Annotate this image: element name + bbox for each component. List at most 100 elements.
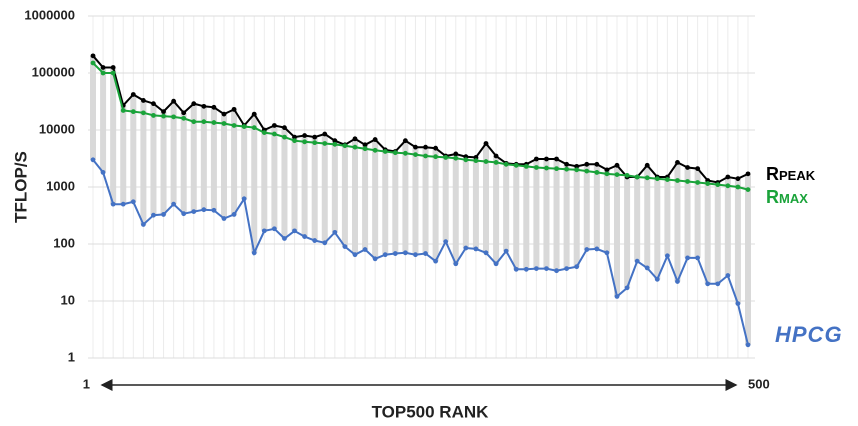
data-point [130, 92, 136, 97]
range-bar [714, 182, 721, 284]
data-point [745, 342, 751, 348]
range-bar [442, 155, 449, 242]
data-point [604, 171, 610, 177]
data-point [493, 261, 499, 267]
range-bar [674, 162, 681, 282]
data-point [745, 171, 751, 177]
data-point [221, 111, 227, 117]
range-bar [624, 176, 631, 288]
data-point [282, 236, 287, 241]
data-point [695, 180, 701, 185]
data-point [574, 264, 580, 270]
data-point [685, 165, 690, 170]
range-bar [634, 176, 641, 262]
data-point [503, 248, 509, 254]
data-point [735, 184, 741, 190]
range-bar [553, 158, 560, 271]
data-point [533, 156, 539, 162]
data-point [735, 301, 741, 307]
data-point [372, 147, 378, 153]
range-bar [372, 139, 379, 259]
data-point [332, 229, 338, 235]
range-bar [210, 107, 217, 211]
data-point [231, 212, 237, 217]
range-bar [271, 125, 278, 229]
y-tick-label: 1000000 [24, 7, 75, 22]
data-point [735, 176, 741, 182]
data-point [725, 183, 731, 189]
data-point [251, 125, 257, 131]
data-point [634, 258, 640, 264]
data-point [644, 265, 650, 271]
range-bar [614, 165, 620, 297]
range-bar [432, 148, 439, 262]
range-bar [331, 140, 338, 233]
data-point [574, 163, 580, 169]
data-point [221, 216, 227, 221]
data-point [473, 246, 479, 252]
y-tick-label: 100000 [32, 64, 75, 79]
data-point [312, 140, 318, 146]
range-bar [583, 164, 590, 250]
data-point [664, 177, 670, 182]
data-point [130, 109, 136, 115]
range-bar [160, 111, 167, 215]
range-bar [603, 169, 610, 253]
data-point [110, 65, 116, 70]
range-bar [533, 158, 540, 269]
data-point [483, 159, 489, 164]
y-axis-label: TFLOP/S [11, 151, 30, 223]
range-bar [503, 163, 510, 252]
range-bar [402, 140, 409, 253]
data-point [433, 258, 439, 264]
data-point [342, 244, 348, 250]
range-bar [261, 130, 268, 231]
data-point [181, 115, 187, 121]
range-bar [745, 173, 751, 345]
range-bar [392, 151, 399, 254]
data-point [523, 266, 529, 272]
x-tick-label: 1 [83, 376, 90, 391]
data-point [332, 138, 338, 144]
data-point [533, 165, 539, 170]
legend-label: Rpeak [766, 164, 816, 184]
range-bar [241, 125, 248, 199]
range-bar [180, 112, 187, 214]
data-point [362, 146, 368, 152]
data-point [584, 247, 590, 252]
data-point [513, 162, 519, 168]
data-point [251, 250, 257, 256]
data-point [564, 161, 570, 167]
data-point [745, 187, 751, 193]
data-point [171, 201, 177, 207]
data-point [413, 144, 418, 150]
data-point [554, 268, 559, 274]
data-point [151, 212, 156, 218]
data-point [292, 228, 297, 234]
data-point [362, 247, 368, 252]
y-tick-label: 1000 [46, 178, 75, 193]
data-point [191, 209, 197, 215]
data-point [715, 281, 721, 287]
data-point [695, 166, 701, 172]
data-point [675, 178, 680, 183]
data-point [705, 181, 711, 186]
range-bar [422, 147, 429, 254]
data-point [664, 253, 670, 259]
data-point [564, 166, 570, 172]
data-point [241, 124, 247, 129]
data-point [433, 154, 439, 160]
range-bar [221, 114, 227, 219]
data-point [261, 130, 267, 136]
data-point [594, 161, 600, 167]
range-bar [251, 114, 258, 253]
data-point [352, 136, 358, 142]
data-point [372, 256, 378, 262]
data-point [271, 226, 277, 232]
data-point [90, 157, 96, 163]
data-point [544, 156, 549, 162]
data-point [181, 211, 187, 217]
data-point [584, 161, 590, 167]
data-point [140, 98, 146, 103]
